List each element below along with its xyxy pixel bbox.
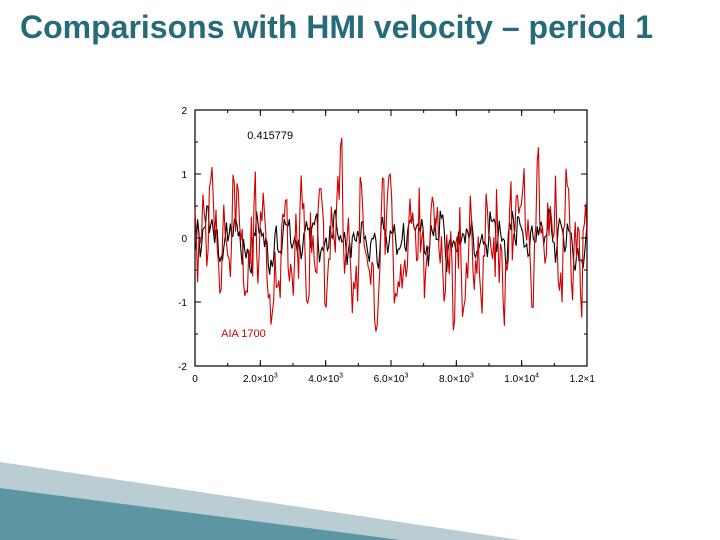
svg-text:1.0×104: 1.0×104 xyxy=(504,373,539,386)
chart-svg: -2 -1 0 1 2 0 2.0×103 4.0×103 6.0×103 8.0×103 1.0×… xyxy=(135,100,595,400)
velocity-chart: -2 -1 0 1 2 0 2.0×103 4.0×103 6.0×103 8.0×103 1.0×… xyxy=(135,100,595,405)
svg-text:2: 2 xyxy=(181,106,187,117)
svg-text:6.0×103: 6.0×103 xyxy=(374,373,409,386)
svg-text:8.0×103: 8.0×103 xyxy=(439,373,474,386)
footer-decoration xyxy=(0,420,720,540)
svg-text:0: 0 xyxy=(192,374,198,385)
slide-title: Comparisons with HMI velocity – period 1 xyxy=(20,10,700,45)
svg-text:4.0×103: 4.0×103 xyxy=(308,373,343,386)
annotation: AIA 1700 xyxy=(221,328,266,340)
svg-text:-2: -2 xyxy=(178,362,187,373)
svg-text:1: 1 xyxy=(181,170,187,181)
svg-text:1.2×104: 1.2×104 xyxy=(570,373,595,386)
slide-title-text: Comparisons with HMI velocity – period 1 xyxy=(20,9,653,45)
svg-text:-1: -1 xyxy=(178,298,187,309)
annotation: 0.415779 xyxy=(247,130,293,142)
series-red xyxy=(195,138,587,332)
svg-text:2.0×103: 2.0×103 xyxy=(243,373,278,386)
footer-svg xyxy=(0,420,720,540)
svg-text:0: 0 xyxy=(181,234,187,245)
